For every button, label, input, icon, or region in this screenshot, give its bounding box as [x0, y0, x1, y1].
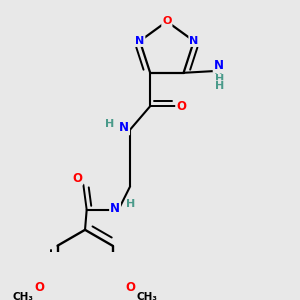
Text: O: O — [34, 281, 44, 295]
Text: O: O — [72, 172, 82, 184]
Text: N: N — [214, 61, 223, 71]
Text: N: N — [214, 58, 224, 72]
Text: H: H — [215, 81, 224, 91]
Text: H: H — [127, 199, 136, 209]
Text: CH₃: CH₃ — [136, 292, 157, 300]
Text: N: N — [135, 36, 145, 46]
Text: H: H — [215, 74, 224, 85]
Text: O: O — [162, 16, 172, 26]
Text: O: O — [176, 100, 186, 113]
Text: H: H — [105, 118, 114, 129]
Text: N: N — [110, 202, 120, 214]
Text: N: N — [119, 122, 129, 134]
Text: O: O — [126, 281, 136, 295]
Text: CH₃: CH₃ — [13, 292, 34, 300]
Text: N: N — [189, 36, 199, 46]
Text: H: H — [214, 74, 223, 83]
